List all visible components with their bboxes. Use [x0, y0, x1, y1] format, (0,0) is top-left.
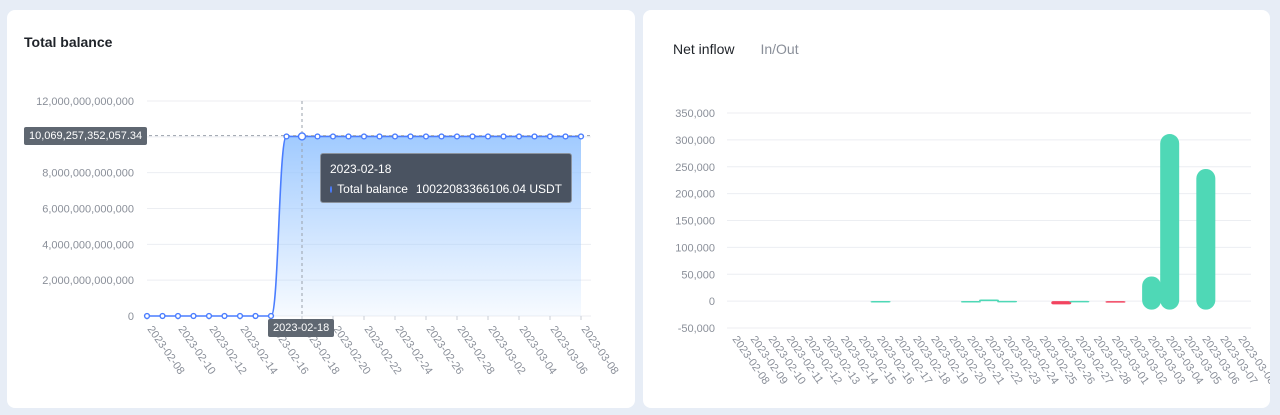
y-tick-label: 250,000 [675, 162, 715, 174]
balance-point [515, 133, 523, 140]
net-inflow-bar [1105, 301, 1126, 303]
balance-line [147, 135, 581, 317]
balance-point [297, 132, 307, 141]
y-axis-pointer-label: 10,069,257,352,057.34 [24, 127, 148, 145]
balance-point [143, 312, 151, 320]
balance-point [546, 133, 554, 140]
chart-tooltip: 2023-02-18 Total balance 10022083366106.… [320, 153, 572, 203]
net-inflow-bar [1069, 300, 1090, 303]
balance-point [205, 312, 213, 320]
balance-point [252, 312, 259, 320]
balance-point [453, 133, 461, 140]
y-tick-label: 8,000,000,000,000 [42, 168, 134, 180]
balance-point [283, 133, 290, 140]
y-tick-label: 350,000 [675, 108, 715, 120]
y-tick-label: 50,000 [681, 269, 715, 281]
series-dot-icon [330, 185, 333, 193]
balance-point [577, 133, 585, 140]
y-tick-label: -50,000 [678, 323, 715, 335]
balance-point [484, 133, 492, 140]
y-tick-label: 300,000 [675, 135, 715, 147]
balance-point [531, 133, 538, 140]
net-inflow-bar [870, 301, 891, 303]
y-tick-label: 6,000,000,000,000 [42, 204, 134, 216]
net-inflow-bar [1196, 168, 1216, 310]
balance-point [469, 133, 476, 140]
balance-point [360, 133, 368, 140]
y-tick-label: 2,000,000,000,000 [42, 275, 134, 287]
net-inflow-bar [1160, 134, 1180, 310]
net-inflow-bar [979, 299, 999, 302]
balance-point [267, 312, 275, 320]
net-inflow-bar [960, 300, 981, 303]
tooltip-series-name: Total balance [337, 182, 408, 196]
total-balance-chart[interactable]: 0 2,000,000,000,000 4,000,000,000,000 6,000… [7, 10, 635, 408]
tab-net-inflow[interactable]: Net inflow [673, 41, 735, 57]
balance-point [345, 133, 352, 140]
balance-point [190, 312, 197, 320]
tooltip-value: 10022083366106.04 USDT [415, 182, 562, 196]
balance-point [407, 133, 414, 140]
y-tick-label: 200,000 [675, 189, 715, 201]
balance-point [159, 312, 166, 320]
net-inflow-bar [997, 300, 1018, 303]
x-axis-pointer-label: 2023-02-18 [268, 319, 335, 337]
balance-point [174, 312, 182, 320]
y-tick-label: 100,000 [675, 242, 715, 254]
y-tick-label: 4,000,000,000,000 [42, 239, 134, 251]
net-inflow-bar [1051, 301, 1072, 305]
balance-point [500, 133, 507, 140]
tab-in-out[interactable]: In/Out [760, 41, 799, 57]
balance-point [221, 312, 228, 320]
chart-tabs: Net inflow In/Out [673, 41, 799, 57]
y-tick-label: 12,000,000,000,000 [36, 96, 134, 108]
balance-point [329, 133, 337, 140]
tooltip-date: 2023-02-18 [330, 162, 392, 176]
net-inflow-card: Net inflow In/Out -50,000 0 50,000 100,000 1… [643, 10, 1270, 408]
y-tick-label: 0 [709, 296, 715, 308]
total-balance-title: Total balance [24, 34, 113, 50]
balance-point [438, 133, 445, 140]
balance-point [376, 133, 383, 140]
balance-point [391, 133, 399, 140]
balance-point [236, 312, 244, 320]
net-inflow-chart[interactable]: -50,000 0 50,000 100,000 150,000 200,000 250,0… [643, 10, 1270, 408]
balance-point [422, 133, 430, 140]
net-inflow-bar [1142, 276, 1162, 310]
y-tick-label: 150,000 [675, 216, 715, 228]
balance-point [314, 133, 321, 140]
total-balance-card: Total balance 0 2,000,000,000,000 4,000,00… [7, 10, 635, 408]
y-tick-label: 0 [128, 311, 134, 323]
balance-point [562, 133, 569, 140]
